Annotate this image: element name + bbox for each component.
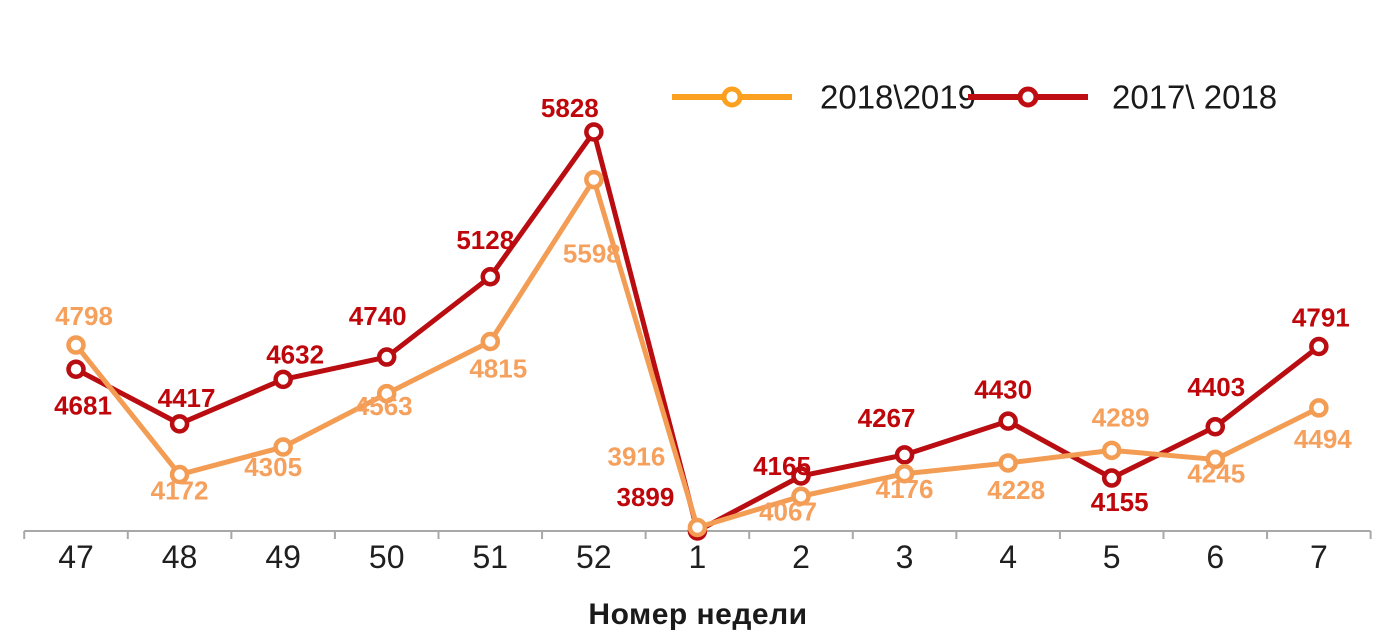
data-point-marker: [1309, 398, 1329, 418]
data-point-marker: [66, 335, 86, 355]
data-label: 4155: [1091, 487, 1149, 517]
data-point-marker: [894, 463, 915, 484]
data-label: 4815: [469, 354, 527, 384]
data-label: 4172: [151, 476, 209, 506]
data-point-marker: [1205, 417, 1226, 437]
legend-marker-icon: [721, 86, 743, 108]
data-label: 4067: [759, 496, 817, 526]
series-0-labels: 4798 4172 4305 4563 4815 5598 3916 4067 4176 4228…: [55, 239, 1352, 527]
legend: 2018\2019 2017\ 2018: [672, 79, 1277, 116]
legend-item-label: 2017\ 2018: [1112, 79, 1277, 116]
x-axis-tick-label: 51: [472, 539, 508, 575]
data-label: 4494: [1294, 424, 1352, 454]
x-axis-tick-label: 4: [999, 539, 1017, 575]
x-axis-tick-label: 2: [792, 539, 810, 575]
data-point-marker: [1101, 468, 1122, 488]
data-point-marker: [998, 411, 1018, 431]
legend-marker-icon: [1017, 86, 1039, 108]
x-axis-tick-label: 50: [369, 539, 405, 575]
data-label: 3916: [607, 442, 665, 472]
x-axis-tick-label: 48: [162, 539, 198, 575]
data-label: 5828: [541, 93, 599, 123]
x-axis-tick-label: 6: [1206, 539, 1224, 575]
data-point-marker: [480, 331, 501, 352]
legend-item-label: 2018\2019: [820, 79, 976, 116]
data-point-marker: [584, 169, 604, 190]
data-point-marker: [1205, 449, 1226, 470]
data-label: 4165: [753, 451, 811, 481]
data-label: 4289: [1092, 402, 1150, 432]
series-1-labels: 4681 4417 4632 4740 5128 5828 3899 4165 4267 4430…: [54, 93, 1350, 517]
data-label: 4267: [858, 403, 916, 433]
x-axis-tick-label: 1: [689, 539, 707, 575]
data-point-marker: [1101, 440, 1122, 461]
x-axis-tick-label: 7: [1310, 539, 1328, 575]
x-axis-tick-label: 49: [265, 539, 301, 575]
data-point-marker: [687, 517, 708, 538]
data-point-marker: [66, 359, 86, 379]
data-label: 4681: [54, 390, 112, 420]
data-point-marker: [376, 347, 397, 367]
legend-item-0: 2018\2019: [672, 79, 976, 116]
data-label: 4245: [1187, 459, 1245, 489]
data-point-marker: [169, 464, 190, 485]
data-label: 4176: [876, 474, 934, 504]
data-label: 4403: [1187, 372, 1245, 402]
data-point-marker: [376, 383, 397, 404]
data-point-marker: [273, 437, 293, 457]
data-point-marker: [169, 414, 190, 434]
series-0: [66, 169, 1329, 538]
data-point-marker: [998, 453, 1018, 473]
x-axis-tick-label: 47: [58, 539, 94, 575]
data-label: 4228: [987, 475, 1045, 505]
data-point-marker: [894, 445, 915, 465]
data-point-marker: [584, 122, 604, 142]
data-label: 5128: [456, 225, 514, 255]
x-axis-title: Номер недели: [588, 598, 808, 631]
data-point-marker: [273, 369, 293, 390]
data-label: 4632: [266, 339, 324, 369]
x-axis-tick-label: 52: [576, 539, 612, 575]
legend-item-1: 2017\ 2018: [968, 79, 1277, 116]
data-label: 4563: [355, 391, 413, 421]
data-point-marker: [791, 486, 811, 507]
x-axis: 47 48 49 50 51 52 1 2 3 4 5 6 7: [23, 530, 1372, 575]
data-label: 4430: [974, 374, 1032, 404]
data-label: 4417: [158, 383, 216, 413]
x-axis-tick-label: 3: [896, 539, 914, 575]
data-label: 4791: [1292, 303, 1350, 333]
data-label: 4305: [244, 452, 302, 482]
data-label: 5598: [563, 239, 621, 269]
data-point-marker: [1309, 336, 1329, 357]
data-point-marker: [480, 267, 501, 287]
data-label: 4740: [349, 301, 407, 331]
x-axis-tick-label: 5: [1103, 539, 1121, 575]
data-label: 3899: [616, 482, 674, 512]
data-label: 4798: [55, 301, 113, 331]
data-point-marker: [791, 466, 811, 486]
